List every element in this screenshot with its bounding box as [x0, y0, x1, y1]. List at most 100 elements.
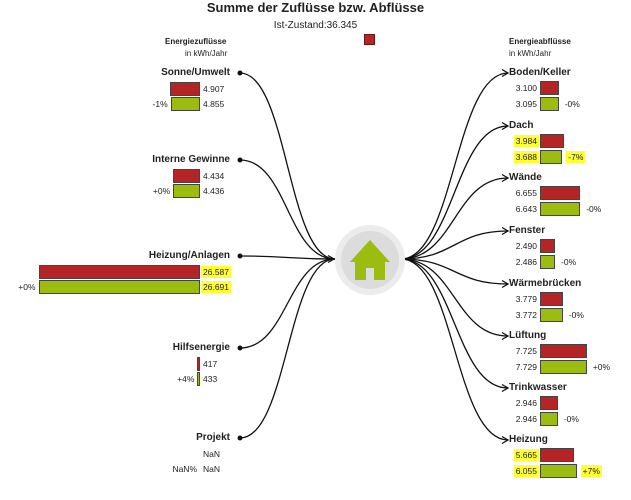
change-percent: -1%: [152, 99, 168, 109]
change-percent: +0%: [152, 186, 171, 196]
ist-value: 3.984: [513, 135, 539, 147]
outflow-arrowhead: [501, 279, 510, 289]
inflow-link: [239, 72, 336, 260]
outflow-label: Wände: [509, 172, 542, 183]
ist-bar: [540, 448, 575, 462]
ist-bar: [39, 265, 200, 279]
outflow-arrowhead: [501, 383, 510, 393]
change-percent: -0%: [586, 204, 602, 214]
neu-value: 6.055: [513, 465, 539, 477]
change-percent: +7%: [580, 465, 602, 477]
outflow-arrowhead: [501, 68, 510, 78]
ist-bar: [540, 344, 587, 358]
ist-label: Ist-Zustand:36.345: [273, 20, 358, 31]
ist-value: 4.907: [203, 84, 225, 94]
ist-bar: [170, 82, 200, 96]
neu-bar: [540, 202, 581, 216]
ist-bar: [540, 81, 559, 95]
neu-value: 2.946: [515, 414, 537, 424]
neu-value: 7.729: [515, 362, 537, 372]
outflow-arrowhead: [501, 435, 510, 445]
neu-bar: [173, 184, 200, 198]
ist-bar: [197, 357, 200, 371]
inflow-label: Heizung/Anlagen: [148, 250, 230, 261]
inflow-unit: in kWh/Jahr: [185, 49, 228, 58]
inflow-link: [239, 258, 336, 349]
inflow-label: Projekt: [196, 432, 230, 443]
ist-value: 2.490: [515, 241, 537, 251]
neu-bar: [540, 360, 587, 374]
neu-bar: [540, 255, 556, 269]
neu-bar: [197, 372, 200, 386]
change-percent: -0%: [564, 99, 580, 109]
outflow-link: [400, 258, 509, 389]
neu-value: 4.436: [203, 186, 225, 196]
outflow-unit: in kWh/Jahr: [509, 49, 552, 58]
neu-bar: [540, 308, 563, 322]
neu-bar: [540, 97, 559, 111]
outflow-link: [400, 177, 509, 260]
neu-value: 2.486: [515, 257, 537, 267]
ist-bar: [173, 169, 200, 183]
ist-legend-swatch: [364, 34, 375, 45]
ist-bar: [540, 396, 558, 410]
inflow-link: [239, 258, 336, 439]
outflow-arrowhead: [501, 173, 510, 183]
outflow-link: [400, 125, 509, 260]
outflow-label: Wärmebrücken: [509, 278, 582, 289]
neu-value: 26.691: [201, 281, 231, 293]
change-percent: -7%: [566, 151, 586, 163]
ist-value: NaN: [203, 449, 221, 459]
outflow-link: [400, 258, 509, 285]
neu-value: NaN: [203, 464, 221, 474]
neu-bar: [540, 412, 558, 426]
inflow-label: Sonne/Umwelt: [161, 67, 230, 78]
outflow-label: Lüftung: [509, 330, 547, 341]
change-percent: +0%: [592, 362, 610, 372]
outflow-arrowhead: [501, 226, 510, 236]
diagram-title: Summe der Zuflüsse bzw. Abflüsse: [206, 0, 425, 15]
change-percent: -0%: [568, 310, 584, 320]
ist-bar: [540, 134, 565, 148]
neu-value: 3.772: [515, 310, 537, 320]
change-percent: NaN%: [172, 464, 197, 474]
outflow-label: Fenster: [509, 225, 546, 236]
neu-value: 6.643: [515, 204, 537, 214]
ist-value: 6.655: [515, 188, 537, 198]
neu-bar: [540, 464, 577, 478]
inflow-link: [239, 159, 336, 260]
outflow-link: [400, 258, 509, 441]
outflow-label: Dach: [509, 120, 534, 131]
outflow-link: [400, 258, 509, 337]
ist-value: 3.779: [515, 294, 537, 304]
ist-value: 3.100: [515, 83, 537, 93]
ist-bar: [540, 186, 581, 200]
change-percent: +4%: [177, 374, 195, 384]
neu-value: 433: [203, 374, 218, 384]
ist-bar: [540, 239, 556, 253]
inflow-label: Interne Gewinne: [152, 154, 230, 165]
ist-value: 2.946: [515, 398, 537, 408]
neu-bar: [170, 97, 200, 111]
neu-value: 4.855: [203, 99, 225, 109]
inflow-link: [239, 255, 336, 260]
outflow-label: Boden/Keller: [509, 67, 571, 78]
ist-value: 5.665: [513, 449, 539, 461]
change-percent: -0%: [561, 257, 577, 267]
inflow-arrowhead: [327, 254, 336, 264]
ist-value: 417: [203, 359, 218, 369]
outflow-arrowhead: [501, 331, 510, 341]
outflow-arrowhead: [501, 121, 510, 131]
inflow-header: Energiezuflüsse: [165, 37, 227, 46]
ist-value: 7.725: [515, 346, 537, 356]
ist-bar: [540, 292, 563, 306]
neu-bar: [540, 150, 563, 164]
neu-bar: [38, 280, 200, 294]
ist-value: 4.434: [203, 171, 225, 181]
neu-value: 3.095: [515, 99, 537, 109]
outflow-link: [400, 72, 509, 260]
outflow-label: Heizung: [509, 434, 548, 445]
ist-value: 26.587: [201, 266, 231, 278]
